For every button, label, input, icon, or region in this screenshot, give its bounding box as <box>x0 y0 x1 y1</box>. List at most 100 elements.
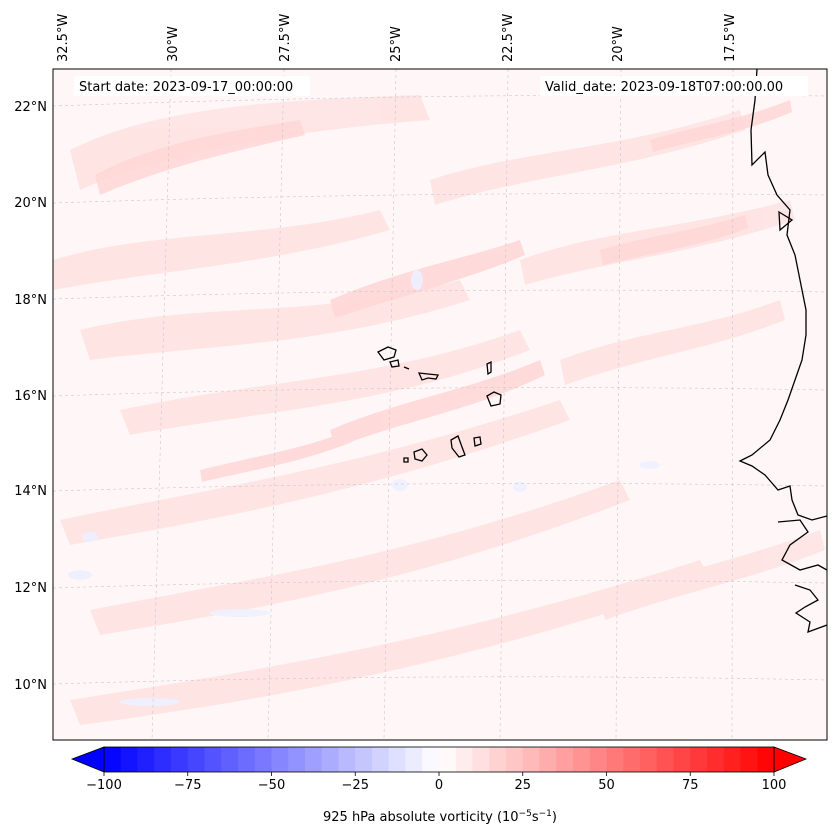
west-africa-coast <box>738 69 827 521</box>
colorbar-segment <box>707 747 725 772</box>
colorbar-segment <box>723 747 741 772</box>
colorbar-segment <box>187 747 205 772</box>
colorbar-tick-label: 100 <box>762 778 787 793</box>
parallel-line <box>53 483 827 492</box>
start-date-box <box>74 76 310 96</box>
colorbar-segment <box>422 747 440 772</box>
colorbar-tick-label: −75 <box>174 778 201 793</box>
map-gridlines <box>53 69 827 740</box>
parallel-line <box>53 676 827 685</box>
colorbar-segment <box>439 747 457 772</box>
colorbar: −100 −75 −50 −25 0 25 50 75 100 925 hPa absolute… <box>70 746 808 825</box>
meridian-line <box>383 69 397 740</box>
colorbar-segment <box>455 747 473 772</box>
lon-label: 25°W <box>389 26 404 62</box>
parallel-line <box>53 387 827 397</box>
coastline <box>738 69 827 634</box>
island-sal <box>486 360 492 376</box>
vorticity-field <box>53 69 827 740</box>
colorbar-segment <box>271 747 289 772</box>
latitude-labels: 22°N 20°N 18°N 16°N 14°N 12°N 10°N <box>14 100 47 693</box>
senegal-coast <box>777 519 827 571</box>
colorbar-segment <box>288 747 306 772</box>
parallel-line <box>53 94 827 107</box>
colorbar-segment <box>388 747 406 772</box>
island-santo-antao <box>377 346 397 361</box>
meridian-line <box>267 69 285 740</box>
colorbar-segment <box>405 747 423 772</box>
island-sao-nicolau <box>417 372 440 381</box>
island-sao-vicente <box>389 359 400 368</box>
colorbar-segment <box>104 747 122 772</box>
lat-label: 12°N <box>14 581 47 596</box>
colorbar-segment <box>489 747 507 772</box>
colorbar-segment <box>606 747 624 772</box>
colorbar-segment <box>472 747 490 772</box>
colorbar-segment <box>120 747 138 772</box>
colorbar-segment <box>673 747 691 772</box>
colorbar-segment <box>506 747 524 772</box>
colorbar-segment <box>589 747 607 772</box>
colorbar-segment <box>321 747 339 772</box>
island-maio <box>473 436 482 447</box>
lon-label: 17.5°W <box>723 14 738 62</box>
map-frame <box>52 68 828 741</box>
colorbar-segment <box>204 747 222 772</box>
colorbar-ticks: −100 −75 −50 −25 0 25 50 75 100 <box>86 772 786 793</box>
colorbar-segment <box>305 747 323 772</box>
colorbar-segment <box>154 747 172 772</box>
colorbar-segment <box>372 747 390 772</box>
colorbar-segments <box>104 747 775 772</box>
colorbar-min-extension <box>70 746 105 773</box>
colorbar-segment <box>539 747 557 772</box>
colorbar-segment <box>254 747 272 772</box>
colorbar-segment <box>740 747 758 772</box>
colorbar-segment <box>171 747 189 772</box>
colorbar-segment <box>338 747 356 772</box>
lon-label: 30°W <box>166 26 181 62</box>
colorbar-segment <box>522 747 540 772</box>
island-santiago <box>450 435 466 458</box>
island-santa-luzia <box>403 366 410 370</box>
valid-date-box <box>540 76 808 96</box>
start-date-label: Start date: 2023-09-17_00:00:00 <box>79 80 293 95</box>
lat-label: 18°N <box>14 293 47 308</box>
colorbar-segment <box>221 747 239 772</box>
lat-label: 14°N <box>14 484 47 499</box>
colorbar-segment <box>355 747 373 772</box>
map-panel: Start date: 2023-09-17_00:00:00 Valid_da… <box>52 68 828 741</box>
guinea-bissau-coast <box>794 584 827 634</box>
parallel-line <box>53 193 827 204</box>
lon-label: 22.5°W <box>501 14 516 62</box>
island-boa-vista <box>486 391 502 407</box>
lon-label: 32.5°W <box>56 14 71 62</box>
island-brava <box>403 457 409 463</box>
coast-inlet <box>778 210 794 232</box>
longitude-labels: 32.5°W 30°W 27.5°W 25°W 22.5°W 20°W 17.5… <box>56 14 738 62</box>
colorbar-segment <box>640 747 658 772</box>
colorbar-tick-label: −100 <box>86 778 122 793</box>
colorbar-tick-label: 0 <box>435 778 443 793</box>
lat-label: 16°N <box>14 389 47 404</box>
colorbar-tick-label: 75 <box>682 778 699 793</box>
cape-verde-islands <box>377 346 502 463</box>
meridian-line <box>151 69 172 740</box>
colorbar-tick-label: 50 <box>598 778 615 793</box>
lat-label: 22°N <box>14 100 47 115</box>
colorbar-tick-label: −25 <box>342 778 369 793</box>
island-fogo <box>413 448 428 462</box>
lat-label: 20°N <box>14 196 47 211</box>
parallel-line <box>53 289 827 300</box>
colorbar-segment <box>757 747 775 772</box>
colorbar-segment <box>656 747 674 772</box>
meridian-line <box>615 69 622 740</box>
colorbar-segment <box>573 747 591 772</box>
colorbar-segment <box>556 747 574 772</box>
colorbar-segment <box>238 747 256 772</box>
parallel-line <box>53 580 827 589</box>
colorbar-max-extension <box>773 746 808 773</box>
lat-label: 10°N <box>14 678 47 693</box>
lon-label: 27.5°W <box>278 14 293 62</box>
lon-label: 20°W <box>611 26 626 62</box>
